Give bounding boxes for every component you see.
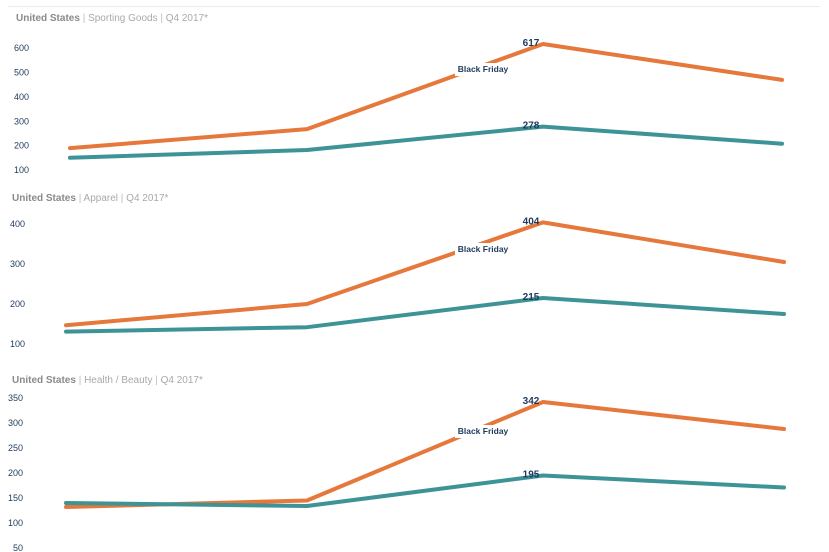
y-tick-label: 300 xyxy=(8,418,23,428)
data-point xyxy=(64,323,68,327)
data-point xyxy=(541,125,545,129)
y-tick-label: 100 xyxy=(14,165,29,175)
y-tick-label: 100 xyxy=(8,518,23,528)
data-label: 278 xyxy=(523,121,540,132)
data-point xyxy=(541,473,545,478)
panel-title-category: Apparel xyxy=(83,193,118,204)
data-point xyxy=(64,505,68,509)
panel-title: United States | Apparel | Q4 2017* xyxy=(12,193,168,204)
annotation-label: Black Friday xyxy=(458,426,509,436)
data-point xyxy=(305,148,309,152)
chart-0: 100 200 300 400 500 600 Black Friday 617 278 xyxy=(14,38,784,175)
data-point xyxy=(780,78,784,82)
y-tick-label: 350 xyxy=(8,393,23,403)
data-point xyxy=(305,498,309,503)
chart-2: 50 100 150 200 250 300 350 Black Friday 342 195 xyxy=(8,393,786,552)
y-tick-label: 300 xyxy=(10,259,25,269)
data-point xyxy=(305,127,309,131)
series-line-1 xyxy=(68,124,784,160)
data-label: 617 xyxy=(523,38,540,49)
y-tick-label: 300 xyxy=(14,116,29,126)
panel-title-period: Q4 2017* xyxy=(126,193,169,204)
data-point xyxy=(68,156,72,160)
panel-title-category: Sporting Goods xyxy=(88,13,158,24)
y-tick-label: 200 xyxy=(14,141,29,151)
data-point xyxy=(780,142,784,146)
y-tick-label: 600 xyxy=(14,43,29,53)
data-point xyxy=(64,330,68,334)
data-point xyxy=(541,42,545,46)
data-label: 195 xyxy=(523,470,540,481)
panel-title-country: United States xyxy=(16,13,80,24)
data-point xyxy=(305,504,309,508)
chart-1: 100 200 300 400 Black Friday 404 215 xyxy=(10,216,786,349)
y-tick-label: 50 xyxy=(13,543,23,552)
data-point xyxy=(68,146,72,150)
series-line-1 xyxy=(64,296,786,334)
panel-title-separator: | xyxy=(120,193,124,204)
panel-title-country: United States xyxy=(12,193,76,204)
annotation-background xyxy=(455,63,511,76)
data-label: 215 xyxy=(523,292,540,303)
y-tick-label: 400 xyxy=(14,92,29,102)
panel-title-separator: | xyxy=(78,375,82,386)
y-tick-label: 250 xyxy=(8,443,23,453)
data-point xyxy=(782,485,786,490)
top-divider xyxy=(8,6,820,7)
panel-title-country: United States xyxy=(12,375,76,386)
y-tick-label: 200 xyxy=(10,299,25,309)
data-point xyxy=(305,325,309,329)
annotation-label: Black Friday xyxy=(458,244,509,254)
y-tick-label: 150 xyxy=(8,493,23,503)
y-tick-label: 200 xyxy=(8,468,23,478)
panel-title: United States | Sporting Goods | Q4 2017… xyxy=(16,13,208,24)
data-point xyxy=(541,400,545,404)
data-point xyxy=(782,260,786,264)
data-label: 404 xyxy=(523,216,540,227)
panel-title-separator: | xyxy=(82,13,86,24)
data-point xyxy=(305,302,309,306)
panel-title: United States | Health / Beauty | Q4 201… xyxy=(12,375,203,386)
annotation-background xyxy=(455,243,511,256)
y-tick-label: 500 xyxy=(14,68,29,78)
panel-title-separator: | xyxy=(78,193,82,204)
panel-title-separator: | xyxy=(155,375,158,386)
series-line-0 xyxy=(68,42,784,151)
data-point xyxy=(64,501,68,505)
annotation-background xyxy=(455,425,511,438)
annotation-label: Black Friday xyxy=(458,64,509,74)
data-point xyxy=(541,220,545,224)
panel-title-category: Health / Beauty xyxy=(84,375,153,386)
data-label: 342 xyxy=(523,396,540,407)
y-tick-label: 100 xyxy=(10,339,25,349)
panel-title-separator: | xyxy=(160,13,163,24)
data-point xyxy=(541,296,545,300)
data-point xyxy=(782,427,786,431)
series-line-1 xyxy=(64,473,786,508)
data-point xyxy=(782,312,786,316)
panel-title-period: Q4 2017* xyxy=(165,13,209,24)
y-tick-label: 400 xyxy=(10,219,25,229)
series-line-0 xyxy=(64,220,786,328)
panel-title-period: Q4 2017* xyxy=(160,375,203,386)
